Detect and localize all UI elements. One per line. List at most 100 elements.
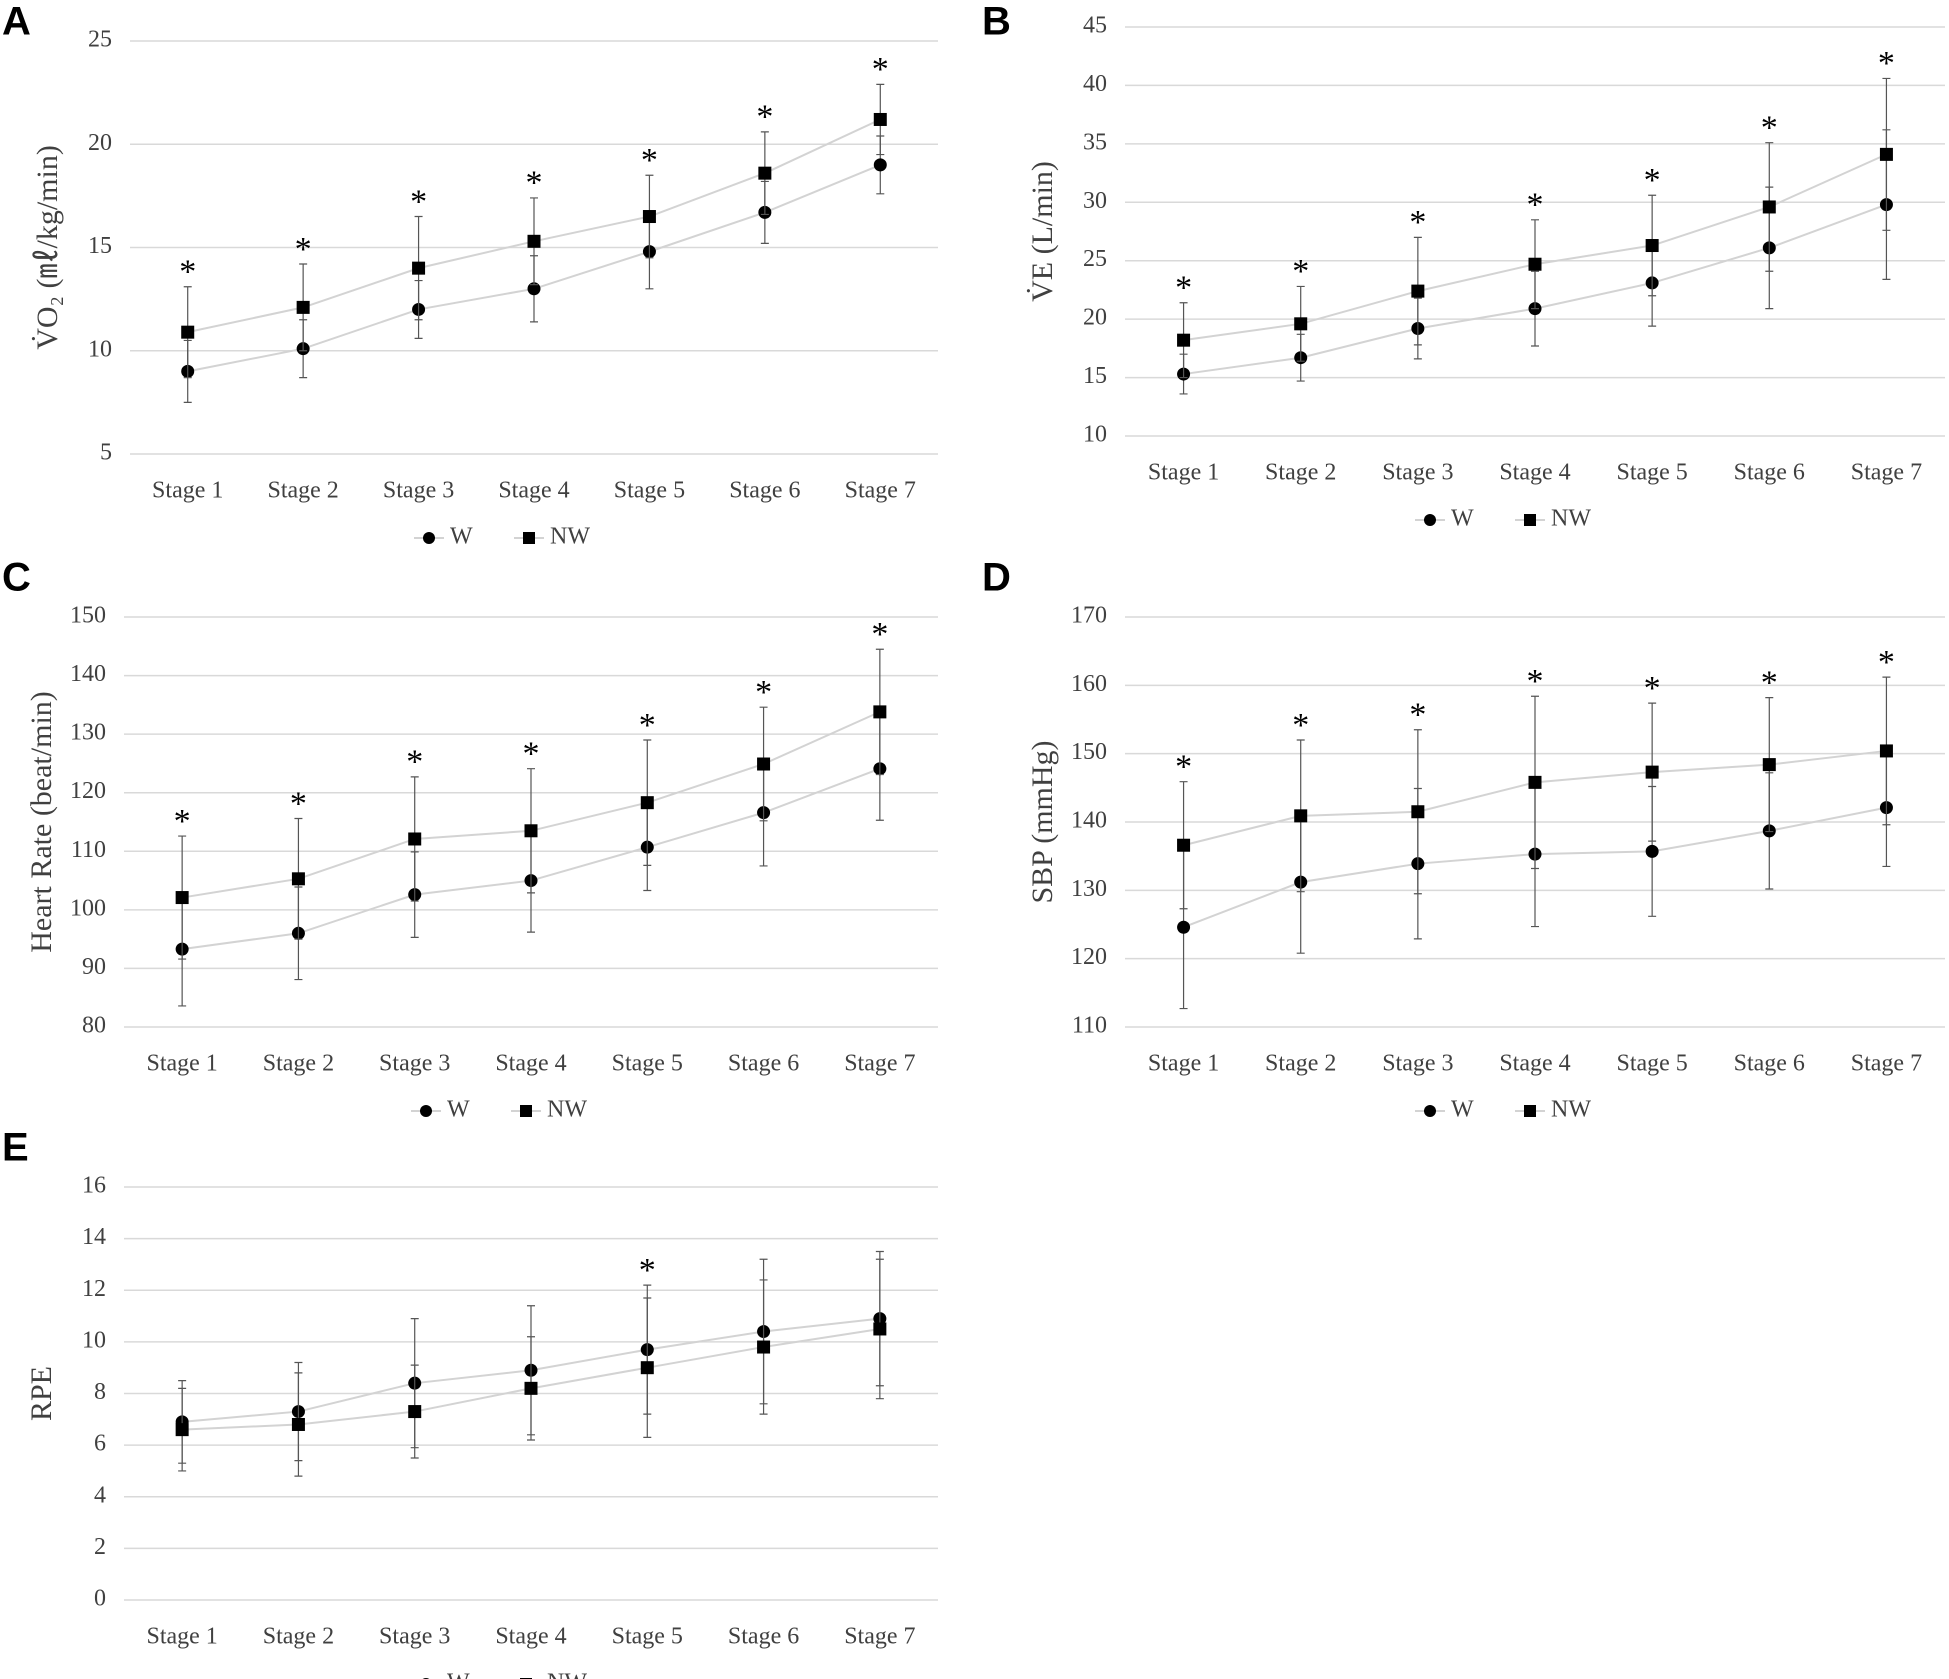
- marker: [524, 824, 538, 838]
- marker: [291, 872, 305, 886]
- x-tick-label: Stage 1: [146, 1051, 217, 1077]
- legend-marker: [1424, 1105, 1436, 1117]
- marker: [640, 1361, 654, 1375]
- y-tick-label: 130: [70, 720, 106, 746]
- significance-mark: *: [1644, 162, 1661, 199]
- significance-mark: *: [1175, 748, 1192, 785]
- y-tick-label: 16: [82, 1173, 106, 1199]
- significance-mark: *: [406, 744, 423, 781]
- panel-label: C: [2, 556, 31, 600]
- marker: [1879, 744, 1893, 758]
- legend-label: W: [450, 524, 473, 550]
- legend-marker: [423, 532, 435, 544]
- y-tick-label: 25: [88, 27, 112, 53]
- y-tick-label: 2: [94, 1534, 106, 1560]
- y-axis-label: V̇E (L/min): [1025, 161, 1059, 302]
- x-tick-label: Stage 1: [1148, 1051, 1219, 1077]
- y-tick-label: 80: [82, 1013, 106, 1039]
- significance-mark: *: [410, 183, 427, 220]
- significance-mark: *: [1878, 45, 1895, 82]
- legend-marker: [1524, 1105, 1536, 1117]
- y-tick-label: 10: [82, 1327, 106, 1353]
- x-tick-label: Stage 6: [729, 478, 800, 504]
- legend-marker: [1424, 514, 1436, 526]
- significance-mark: *: [1644, 670, 1661, 707]
- y-tick-label: 150: [1071, 739, 1107, 765]
- marker: [873, 1322, 887, 1336]
- x-tick-label: Stage 1: [1148, 460, 1219, 486]
- significance-mark: *: [526, 165, 543, 202]
- y-tick-label: 15: [1083, 363, 1107, 389]
- marker: [873, 112, 887, 126]
- marker: [642, 210, 656, 224]
- significance-mark: *: [641, 142, 658, 179]
- legend-marker: [1524, 514, 1536, 526]
- y-tick-label: 30: [1083, 188, 1107, 214]
- y-tick-label: 45: [1083, 13, 1107, 39]
- x-tick-label: Stage 6: [1734, 1051, 1805, 1077]
- significance-mark: *: [1761, 109, 1778, 146]
- marker: [758, 166, 772, 180]
- legend-label: NW: [1551, 506, 1591, 532]
- y-axis-label: SBP (mmHg): [1026, 740, 1059, 903]
- y-tick-label: 35: [1083, 129, 1107, 155]
- panel-label: A: [2, 0, 31, 44]
- panel-label: D: [982, 556, 1011, 600]
- legend-label: NW: [547, 1670, 587, 1679]
- marker: [181, 325, 195, 339]
- y-tick-label: 120: [70, 778, 106, 804]
- x-tick-label: Stage 7: [844, 1051, 915, 1077]
- y-tick-label: 10: [1083, 422, 1107, 448]
- legend-label: W: [447, 1670, 470, 1679]
- legend-marker: [420, 1105, 432, 1117]
- x-tick-label: Stage 4: [1499, 1051, 1570, 1077]
- x-tick-label: Stage 5: [1616, 460, 1687, 486]
- y-axis-label: V̇O₂ (㎖/kg/min): [30, 145, 64, 350]
- x-tick-label: Stage 4: [1499, 460, 1570, 486]
- x-tick-label: Stage 4: [498, 478, 569, 504]
- y-tick-label: 0: [94, 1586, 106, 1612]
- significance-mark: *: [756, 99, 773, 136]
- y-tick-label: 40: [1083, 71, 1107, 97]
- x-tick-label: Stage 6: [728, 1051, 799, 1077]
- legend-label: NW: [1551, 1097, 1591, 1123]
- x-tick-label: Stage 3: [379, 1624, 450, 1650]
- legend-marker: [520, 1105, 532, 1117]
- x-tick-label: Stage 4: [495, 1051, 566, 1077]
- y-tick-label: 140: [1071, 808, 1107, 834]
- x-tick-label: Stage 6: [728, 1624, 799, 1650]
- y-tick-label: 140: [70, 661, 106, 687]
- significance-mark: *: [1527, 187, 1544, 224]
- significance-mark: *: [1761, 664, 1778, 701]
- y-tick-label: 150: [70, 603, 106, 629]
- x-tick-label: Stage 3: [383, 478, 454, 504]
- marker: [1528, 257, 1542, 271]
- y-tick-label: 160: [1071, 671, 1107, 697]
- marker: [175, 1423, 189, 1437]
- marker: [873, 158, 887, 172]
- significance-mark: *: [639, 1252, 656, 1289]
- x-tick-label: Stage 2: [263, 1624, 334, 1650]
- marker: [757, 1340, 771, 1354]
- marker: [1411, 805, 1425, 819]
- y-tick-label: 25: [1083, 246, 1107, 272]
- marker: [1177, 838, 1191, 852]
- marker: [527, 234, 541, 248]
- y-tick-label: 12: [82, 1276, 106, 1302]
- y-tick-label: 100: [70, 895, 106, 921]
- marker: [1645, 844, 1659, 858]
- marker: [1645, 239, 1659, 253]
- significance-mark: *: [179, 254, 196, 291]
- marker: [291, 1417, 305, 1431]
- x-tick-label: Stage 4: [495, 1624, 566, 1650]
- x-tick-label: Stage 7: [1851, 460, 1922, 486]
- x-tick-label: Stage 5: [612, 1051, 683, 1077]
- marker: [175, 891, 189, 905]
- x-tick-label: Stage 3: [1382, 1051, 1453, 1077]
- significance-mark: *: [1409, 204, 1426, 241]
- y-tick-label: 10: [88, 336, 112, 362]
- significance-mark: *: [872, 51, 889, 88]
- y-tick-label: 170: [1071, 603, 1107, 629]
- y-axis-label: Heart Rate (beat/min): [25, 691, 58, 953]
- x-tick-label: Stage 2: [267, 478, 338, 504]
